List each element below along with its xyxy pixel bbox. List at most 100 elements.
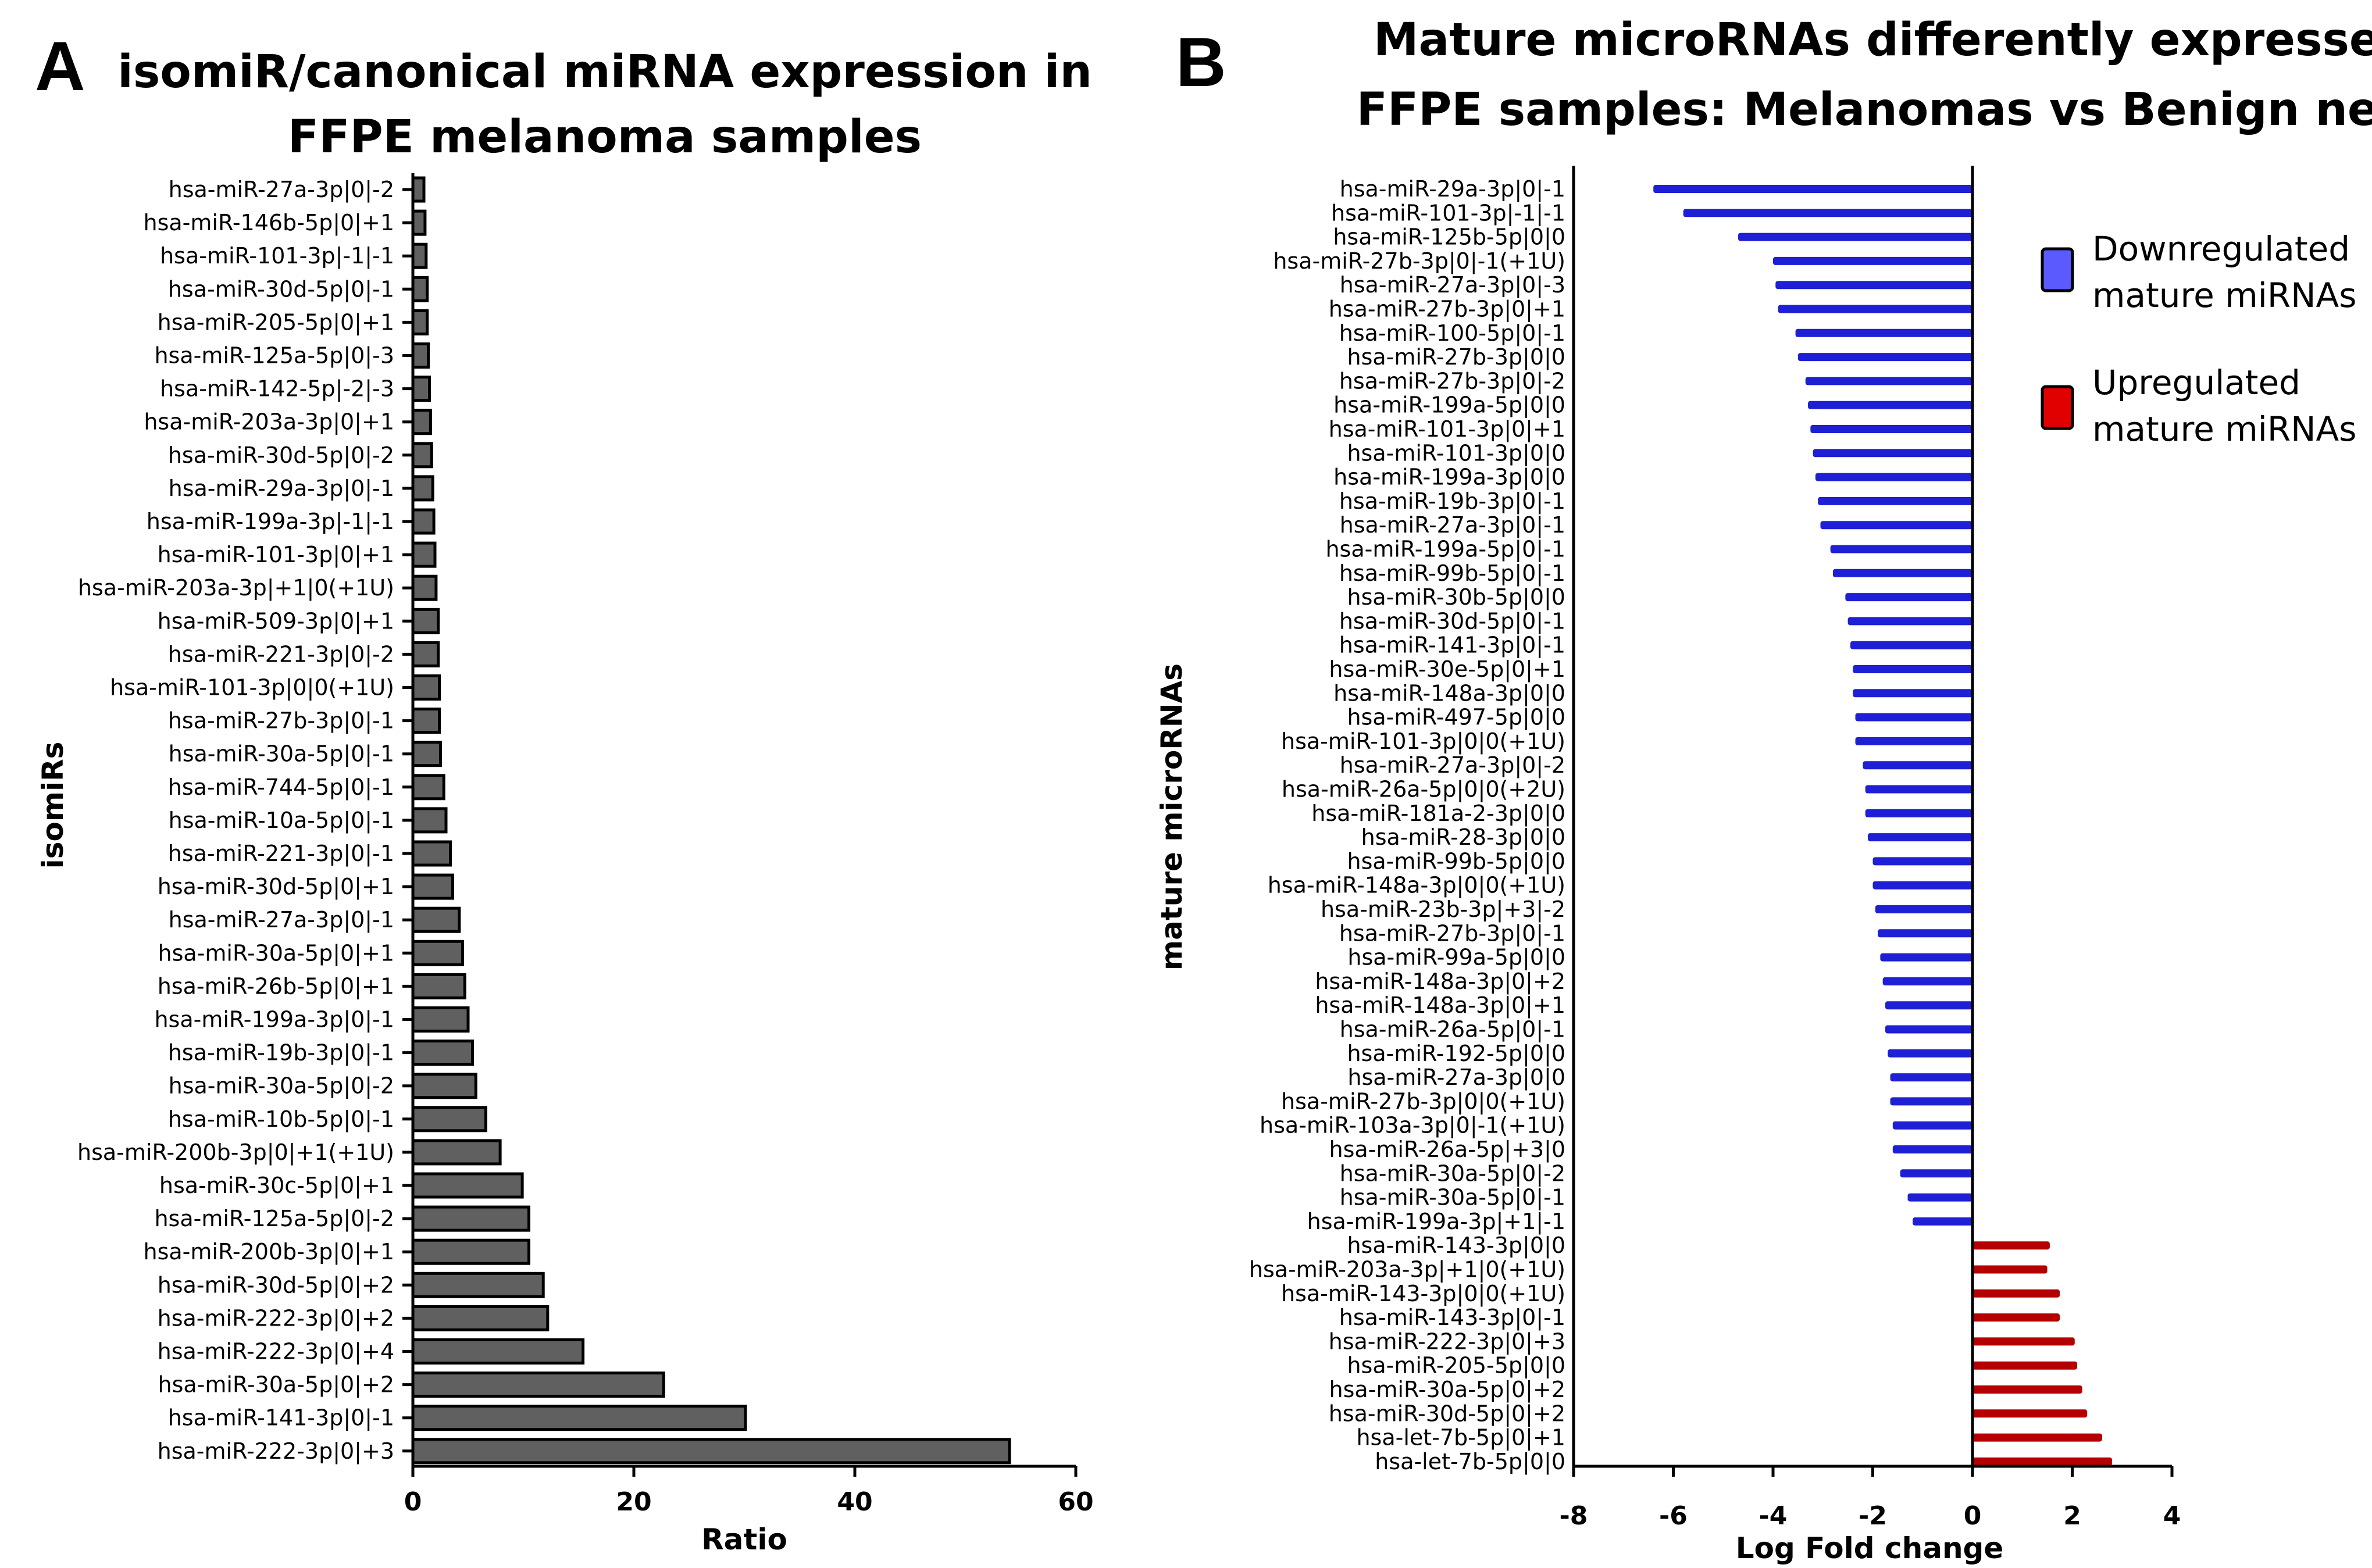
bar-b-47: [1972, 1313, 2060, 1322]
y-tick-label-b-18: hsa-miR-30d-5p|0|-1: [1339, 608, 1565, 634]
bar-b-19: [1850, 641, 1972, 649]
bar-b-40: [1892, 1145, 1972, 1153]
bar-b-10: [1810, 425, 1972, 433]
y-tick-label-a-35: hsa-miR-222-3p|0|+4: [158, 1339, 394, 1365]
bar-a-32: [411, 1238, 530, 1265]
bar-a-15: [411, 674, 441, 701]
y-tick-label-b-27: hsa-miR-28-3p|0|0: [1361, 824, 1565, 851]
y-tick-label-b-17: hsa-miR-30b-5p|0|0: [1347, 584, 1565, 610]
bar-a-13: [411, 608, 440, 634]
x-tick-label-b-5: 2: [2063, 1501, 2081, 1531]
y-tick-label-b-8: hsa-miR-27b-3p|0|-2: [1339, 368, 1565, 394]
y-tick-label-b-32: hsa-miR-99a-5p|0|0: [1347, 945, 1565, 971]
y-tick-label-a-23: hsa-miR-30a-5p|0|+1: [158, 940, 394, 966]
bar-a-38: [411, 1438, 1011, 1465]
y-tick-label-b-12: hsa-miR-199a-3p|0|0: [1333, 465, 1565, 491]
bar-a-8: [411, 442, 433, 469]
y-tick-label-a-14: hsa-miR-221-3p|0|-2: [168, 641, 394, 667]
bar-b-51: [1972, 1409, 2088, 1418]
y-tick-label-b-36: hsa-miR-192-5p|0|0: [1347, 1041, 1565, 1067]
y-tick-label-a-18: hsa-miR-744-5p|0|-1: [168, 774, 394, 801]
y-tick-label-a-16: hsa-miR-27b-3p|0|-1: [168, 708, 394, 734]
bar-a-36: [411, 1371, 665, 1398]
y-tick-label-b-6: hsa-miR-100-5p|0|-1: [1339, 320, 1565, 347]
y-tick-label-a-37: hsa-miR-141-3p|0|-1: [168, 1405, 394, 1431]
y-tick-label-b-3: hsa-miR-27b-3p|0|-1(+1U): [1273, 248, 1565, 274]
bar-a-21: [411, 873, 454, 900]
panel-a-title-line-2: FFPE melanoma samples: [288, 111, 922, 163]
bar-b-53: [1972, 1457, 2113, 1466]
bar-a-34: [411, 1305, 550, 1331]
bar-a-4: [411, 309, 429, 335]
bar-a-0: [411, 176, 426, 203]
bar-b-34: [1885, 1001, 1972, 1010]
y-tick-label-a-30: hsa-miR-30c-5p|0|+1: [159, 1173, 394, 1199]
panel-b-plot-area: hsa-miR-29a-3p|0|-1hsa-miR-101-3p|-1|-1h…: [1249, 166, 2181, 1531]
y-tick-label-b-23: hsa-miR-101-3p|0|0(+1U): [1281, 728, 1565, 755]
x-tick-label-b-0: -8: [1560, 1501, 1588, 1531]
y-tick-label-a-7: hsa-miR-203a-3p|0|+1: [144, 409, 394, 435]
legend-label-upregulated-line-1: Upregulated: [2092, 363, 2300, 402]
y-tick-label-b-37: hsa-miR-27a-3p|0|0: [1347, 1065, 1565, 1091]
y-tick-label-a-12: hsa-miR-203a-3p|+1|0(+1U): [78, 575, 394, 601]
bar-b-50: [1972, 1385, 2082, 1394]
y-tick-label-a-32: hsa-miR-200b-3p|0|+1: [144, 1239, 395, 1265]
y-tick-label-b-53: hsa-let-7b-5p|0|0: [1375, 1449, 1565, 1475]
bar-a-18: [411, 774, 445, 801]
legend-swatch-downregulated: [2041, 247, 2074, 292]
bar-b-49: [1972, 1361, 2078, 1370]
bar-b-24: [1863, 761, 1972, 770]
y-tick-label-a-20: hsa-miR-221-3p|0|-1: [168, 841, 394, 867]
y-tick-label-b-7: hsa-miR-27b-3p|0|0: [1347, 344, 1565, 370]
bar-a-2: [411, 242, 428, 269]
bar-b-14: [1820, 521, 1972, 530]
bar-b-13: [1818, 497, 1972, 505]
bar-b-42: [1907, 1193, 1972, 1202]
y-tick-label-b-10: hsa-miR-101-3p|0|+1: [1329, 416, 1565, 442]
panel-a: A isomiR/canonical miRNA expression in F…: [35, 27, 1094, 1556]
bar-a-22: [411, 906, 461, 933]
y-tick-label-a-28: hsa-miR-10b-5p|0|-1: [168, 1106, 394, 1133]
y-tick-label-b-16: hsa-miR-99b-5p|0|-1: [1339, 560, 1565, 587]
bar-b-31: [1878, 929, 1972, 938]
y-tick-label-b-34: hsa-miR-148a-3p|0|+1: [1315, 992, 1565, 1019]
bar-b-38: [1890, 1097, 1972, 1106]
y-tick-label-a-22: hsa-miR-27a-3p|0|-1: [169, 907, 394, 933]
bar-b-4: [1775, 281, 1972, 290]
panel-b: B Mature microRNAs differently expressed…: [1155, 14, 2372, 1565]
y-tick-label-b-45: hsa-miR-203a-3p|+1|0(+1U): [1249, 1257, 1565, 1283]
x-tick-label-a-2: 40: [837, 1487, 872, 1517]
y-tick-label-b-30: hsa-miR-23b-3p|+3|-2: [1321, 896, 1565, 923]
y-tick-label-a-0: hsa-miR-27a-3p|0|-2: [169, 177, 394, 203]
bar-b-44: [1972, 1241, 2050, 1250]
bar-b-35: [1885, 1025, 1972, 1034]
x-tick-label-a-0: 0: [404, 1487, 422, 1517]
y-tick-label-b-41: hsa-miR-30a-5p|0|-2: [1340, 1160, 1565, 1187]
bar-b-43: [1913, 1217, 1972, 1226]
panel-b-letter: B: [1176, 23, 1226, 101]
y-tick-label-b-29: hsa-miR-148a-3p|0|0(+1U): [1268, 873, 1565, 899]
bar-b-30: [1875, 905, 1972, 913]
y-tick-label-b-44: hsa-miR-143-3p|0|0: [1347, 1233, 1565, 1259]
y-tick-label-a-29: hsa-miR-200b-3p|0|+1(+1U): [77, 1140, 394, 1166]
panel-b-title-line-2: FFPE samples: Melanomas vs Benign nevi: [1357, 84, 2372, 136]
x-tick-label-a-3: 60: [1058, 1487, 1093, 1517]
y-tick-label-a-9: hsa-miR-29a-3p|0|-1: [169, 476, 394, 502]
bar-a-12: [411, 574, 438, 601]
y-tick-label-a-27: hsa-miR-30a-5p|0|-2: [169, 1073, 394, 1099]
y-tick-label-b-38: hsa-miR-27b-3p|0|0(+1U): [1281, 1088, 1565, 1115]
panel-a-letter: A: [35, 27, 85, 105]
bar-a-30: [411, 1172, 524, 1199]
y-tick-label-b-46: hsa-miR-143-3p|0|0(+1U): [1281, 1281, 1565, 1307]
bar-b-46: [1972, 1289, 2060, 1298]
bar-b-8: [1805, 377, 1972, 385]
y-tick-label-a-36: hsa-miR-30a-5p|0|+2: [158, 1372, 394, 1398]
panel-a-title-line-1: isomiR/canonical miRNA expression in: [117, 46, 1092, 98]
bar-a-26: [411, 1040, 475, 1066]
bar-b-16: [1832, 569, 1972, 577]
bar-b-23: [1855, 737, 1972, 745]
y-tick-label-b-49: hsa-miR-205-5p|0|0: [1347, 1353, 1565, 1379]
y-tick-label-b-14: hsa-miR-27a-3p|0|-1: [1340, 512, 1565, 538]
y-tick-label-b-50: hsa-miR-30a-5p|0|+2: [1329, 1377, 1565, 1403]
